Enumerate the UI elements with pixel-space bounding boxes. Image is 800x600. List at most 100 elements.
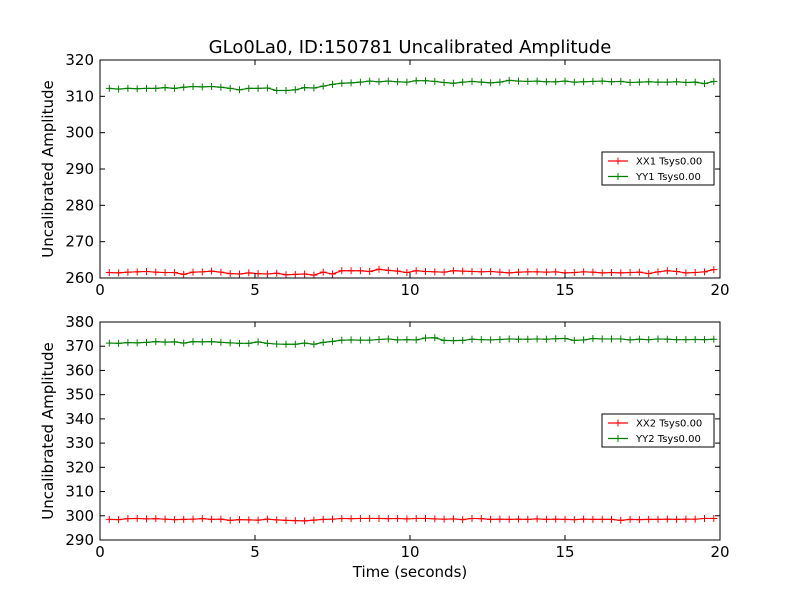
series-xx2-point [608,515,615,523]
series-xx2-point [347,515,355,523]
bottom-legend: XX2 Tsys0.00 YY2 Tsys0.00 [601,413,715,448]
bottom-x-tick-label: 20 [710,543,729,561]
series-xx1-point [440,268,448,276]
series-xx2-point [412,514,420,522]
series-yy2-point [691,335,699,343]
top-y-tick-label: 280 [65,196,94,214]
series-xx1-point [477,268,485,276]
series-xx1-point [431,268,439,276]
series-xx2-point [282,516,290,524]
series-yy1-point [384,77,392,85]
series-xx1-point [682,269,690,277]
series-xx1-point [533,268,541,276]
series-yy2-point [329,337,336,345]
series-xx2-point [329,515,336,523]
series-yy2-point [673,336,681,344]
series-xx1-point [496,268,504,276]
series-xx2-point [254,516,262,524]
series-yy2-point [254,338,262,346]
series-xx1-point [152,268,160,276]
series-xx1-point [487,267,495,275]
series-xx2-point [440,515,448,523]
legend-yy1-label: YY1 Tsys0.00 [635,172,701,183]
series-xx1-point [570,269,578,277]
series-xx1-point [133,268,141,276]
series-yy2-point [412,336,420,344]
series-xx1-point [394,267,402,275]
bottom-plot-panel: 0 5 10 15 20 290 300 310 320 330 340 350 360 370 380 U… [39,313,730,581]
series-yy1-point [180,83,188,91]
top-y-tick-label: 310 [65,87,94,105]
series-yy2-point [440,336,448,344]
series-xx2-point [561,515,569,523]
series-xx2-point [338,514,346,522]
series-xx2-point [598,515,606,523]
series-yy1-point [580,78,588,86]
series-yy1-point [152,84,160,92]
series-xx2-point [310,516,318,524]
series-yy1-point [356,78,364,86]
series-yy1-point [710,77,718,85]
top-x-tick-label: 10 [400,281,419,299]
series-xx2-point [189,515,197,523]
series-yy2-point [208,338,216,346]
series-xx2-point [626,515,634,523]
series-yy2-point [161,338,169,346]
series-xx1-point [161,269,169,277]
bottom-legend-box [601,413,715,448]
series-yy1-point [226,84,234,92]
series-xx1-point [208,267,216,275]
series-xx1-point [329,270,336,278]
series-xx1-point [422,267,429,275]
series-yy2-point [654,335,662,343]
series-xx2-point [180,515,188,523]
series-yy2-point [626,336,634,344]
legend-xx2-label: XX2 Tsys0.00 [636,419,702,430]
series-xx1-point [105,269,113,277]
series-yy1-point [524,77,532,85]
series-xx2-point [691,515,699,523]
series-yy1-point [617,77,625,85]
series-yy2-point [245,339,253,347]
series-yy2-point [170,338,178,346]
series-yy1-point [468,77,476,85]
series-xx1-point [626,269,634,277]
series-xx1-point [356,267,364,275]
series-yy2-point [533,335,541,343]
series-xx2-point [115,516,123,524]
series-yy2-point [682,336,690,344]
series-yy1-point [133,85,141,93]
series-xx1-point [273,269,281,277]
series-xx2-point [682,515,690,523]
series-xx2-point [515,515,522,523]
series-xx2-point [496,515,504,523]
series-xx2-point [356,514,364,522]
series-yy2-point [180,339,188,347]
series-yy1-point [254,84,262,92]
series-xx2-point [217,515,225,523]
series-xx2-point [291,517,299,525]
series-yy2-point [459,336,467,344]
series-yy1-point [477,78,485,86]
series-xx1-point [245,269,253,277]
series-xx1-point [254,270,262,278]
series-xx2-point [394,514,402,522]
series-xx1-point [198,268,206,276]
series-yy1-point [403,78,411,86]
series-xx1-point [580,268,588,276]
series-xx1-point [608,269,615,277]
series-xx1-point [115,269,123,277]
series-yy2-point [645,336,653,344]
top-y-tick-label: 270 [65,233,94,251]
series-yy1-point [431,77,439,85]
series-yy2-point [319,338,327,346]
series-yy2-point [189,338,197,346]
series-xx2-point [375,514,383,522]
series-yy1-point [487,79,495,87]
bottom-x-tick-label: 10 [400,543,419,561]
bottom-y-tick-label: 290 [65,531,94,549]
series-yy1-point [691,78,699,86]
series-xx1-point [319,268,327,276]
series-yy1-point [375,78,383,86]
series-yy2-point [152,338,160,346]
